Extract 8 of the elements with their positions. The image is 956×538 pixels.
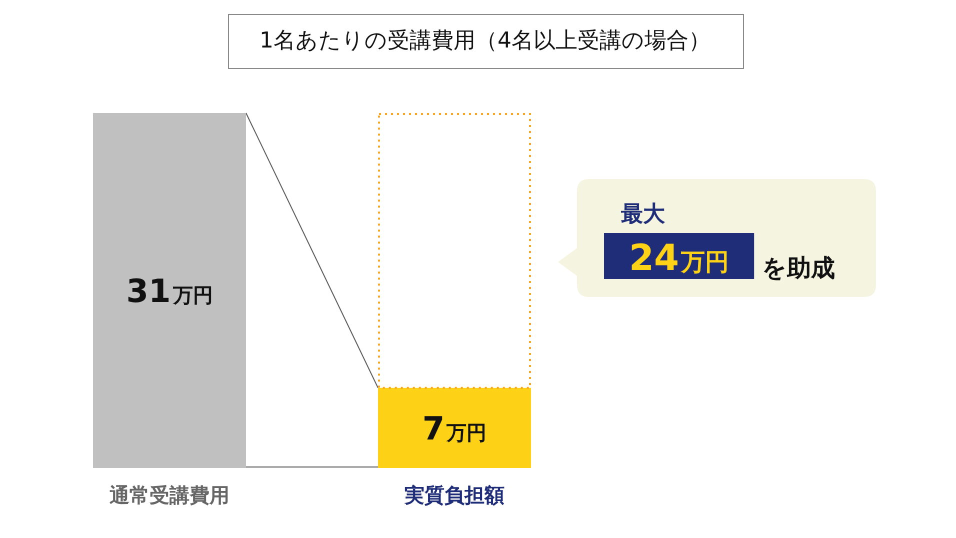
data-label: 7万円 (422, 409, 487, 448)
chart-title: 1名あたりの受講費用（4名以上受講の場合） (260, 28, 710, 54)
text: 24万円 (629, 238, 730, 279)
text: を助成 (762, 254, 836, 282)
text: 最大 (620, 202, 666, 227)
x-tick-label: 実質負担額 (404, 483, 504, 508)
data-label: 31万円 (126, 272, 213, 310)
x-tick-label: 通常受講費用 (108, 483, 230, 508)
